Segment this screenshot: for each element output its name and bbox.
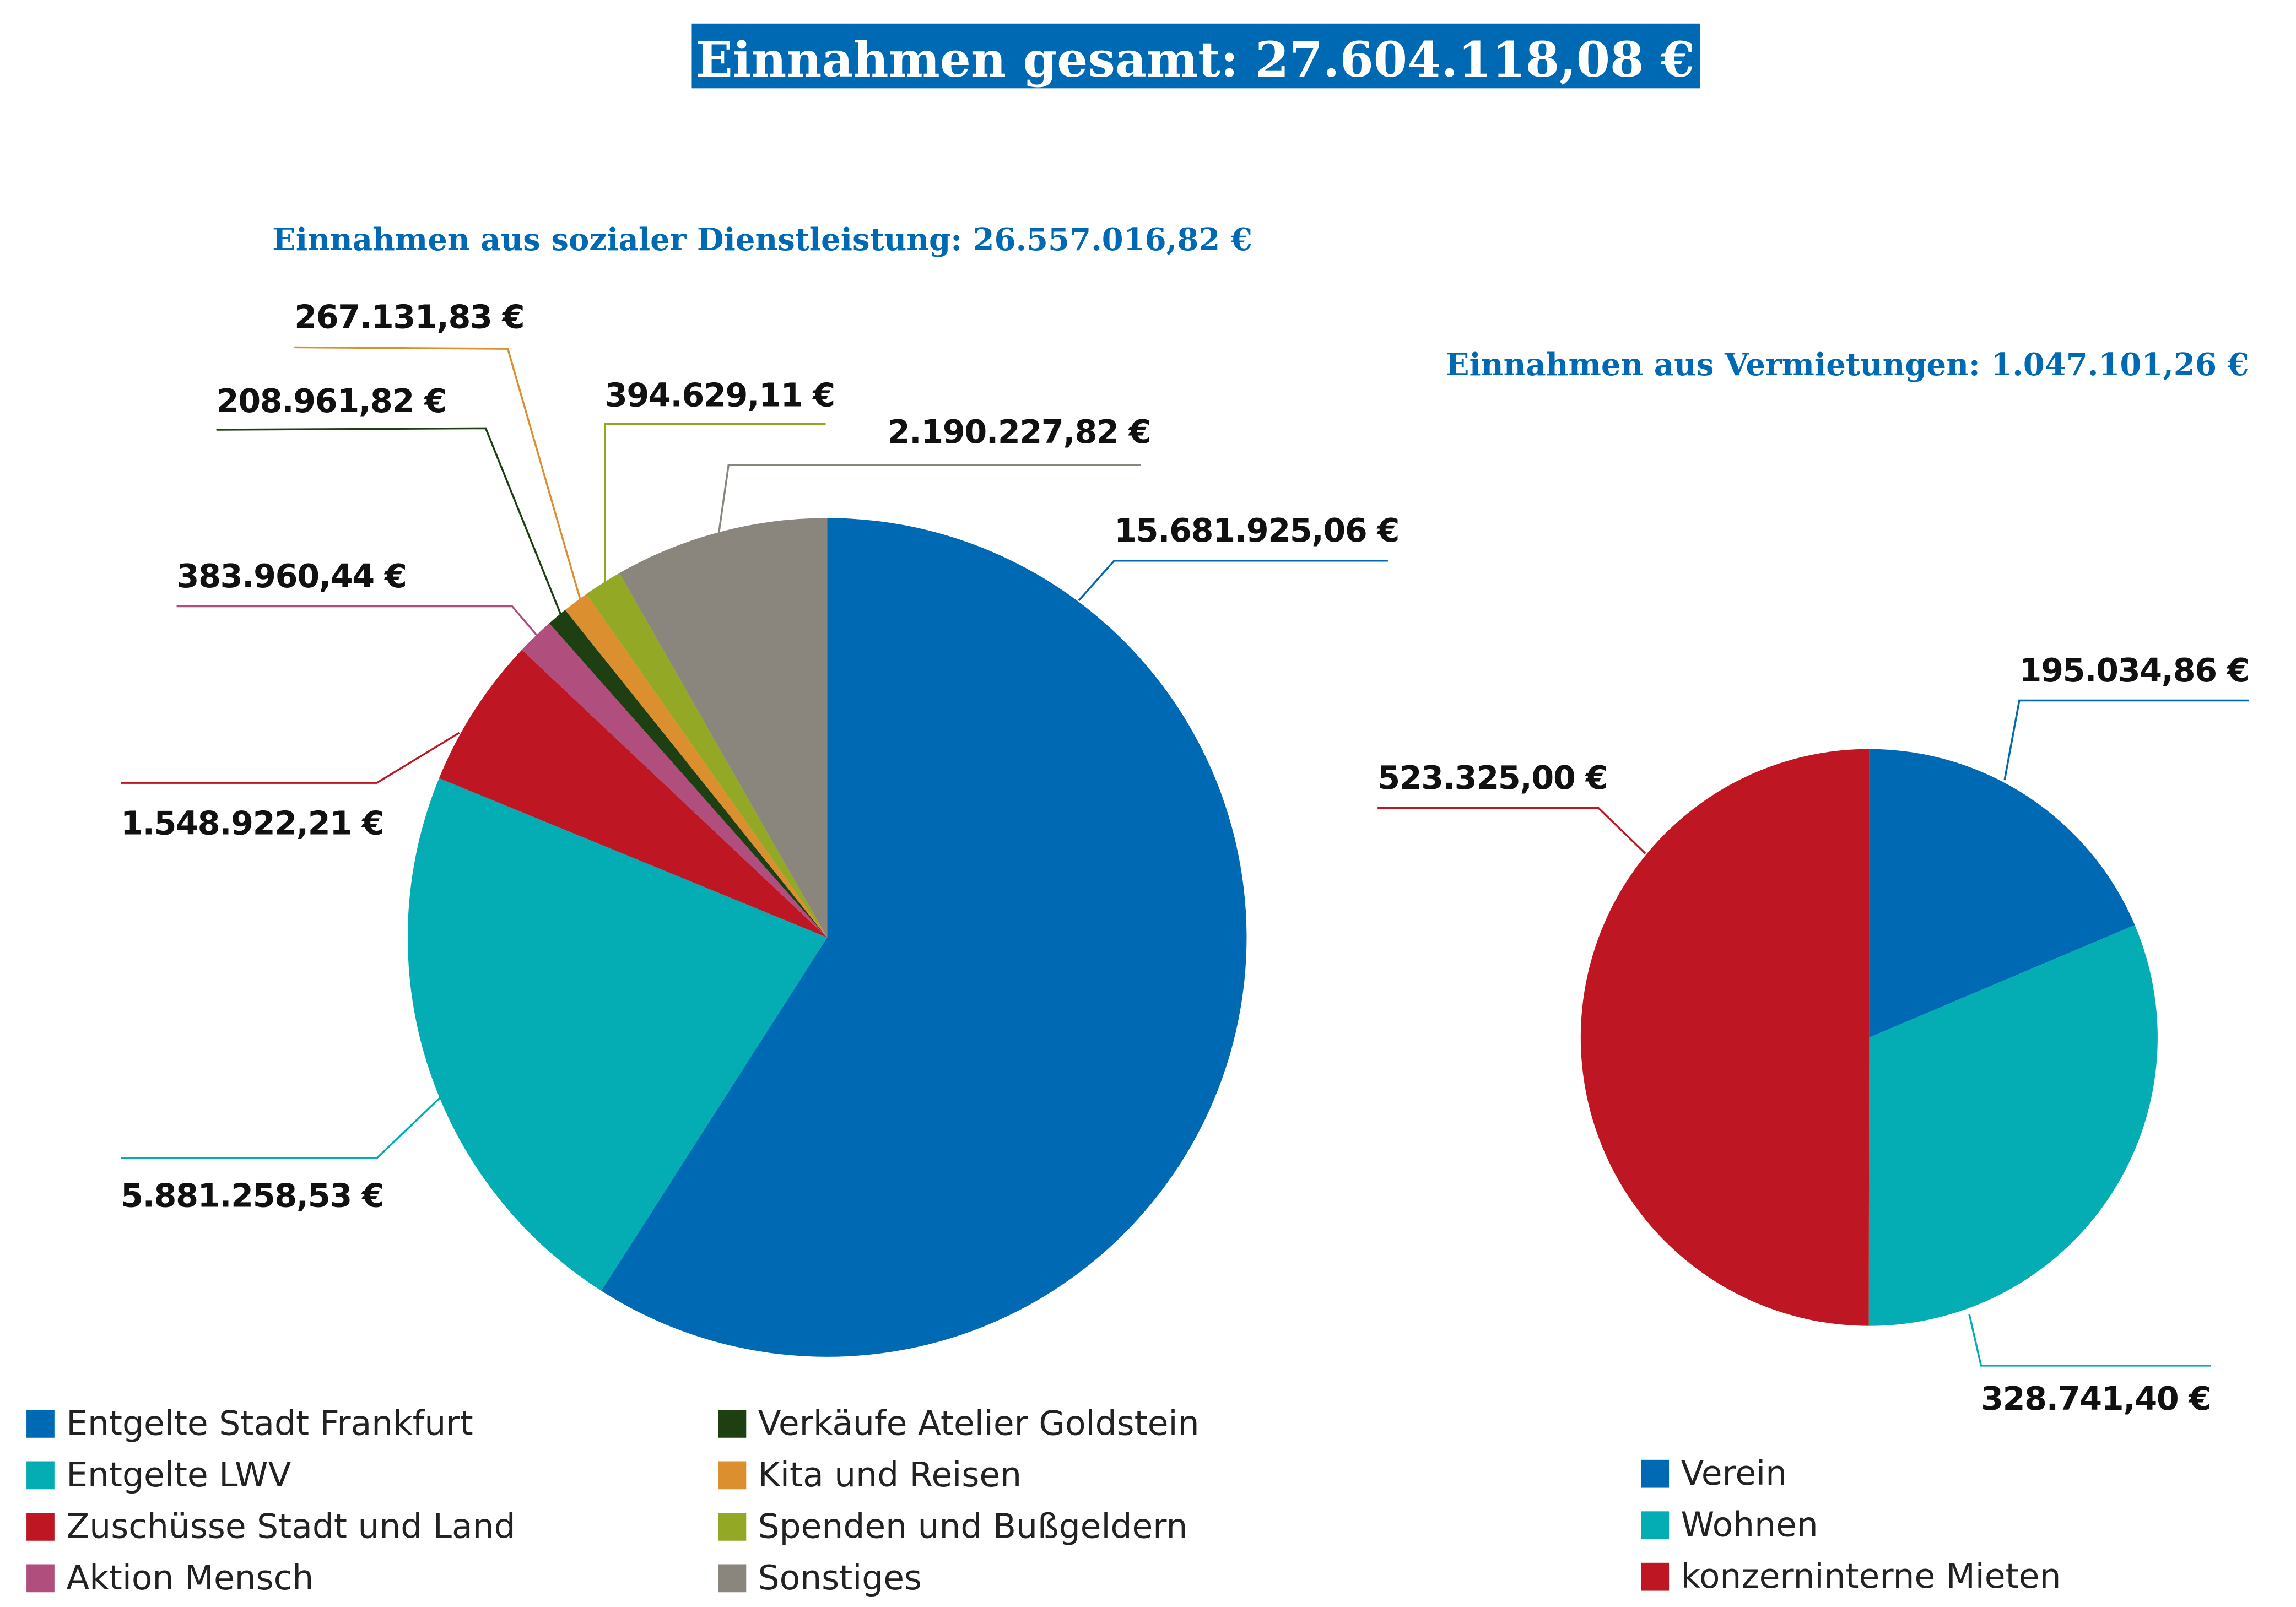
pie-slice-spenden-und-bußgeldern [586, 573, 828, 938]
main-title: Einnahmen gesamt: 27.604.118,08 € [696, 31, 1695, 88]
legend-item: Spenden und Bußgeldern [718, 1507, 1188, 1546]
data-label: 15.681.925,06 € [1114, 511, 1399, 549]
legend-item: Sonstiges [718, 1559, 922, 1598]
leader-line [717, 464, 1141, 538]
right-chart-title: Einnahmen aus Vermietungen: 1.047.101,26… [1446, 347, 2249, 383]
data-label: 1.548.922,21 € [121, 804, 384, 842]
leader-line [604, 423, 826, 589]
legend-swatch [26, 1564, 55, 1593]
legend-swatch [26, 1512, 55, 1541]
title-banner [691, 23, 1700, 89]
legend-label: Entgelte LWV [66, 1456, 291, 1495]
leader-line [121, 1095, 442, 1159]
legend-label: konzerninterne Mieten [1681, 1557, 2061, 1596]
pie-slice-verkäufe-atelier-goldstein [549, 610, 828, 938]
data-label: 195.034,86 € [2019, 651, 2249, 689]
legend-label: Wohnen [1681, 1506, 1818, 1545]
leader-line [2003, 699, 2249, 781]
legend-item: Verein [1641, 1454, 1787, 1493]
pie-slice-verein [1869, 749, 2135, 1038]
legend-item: Entgelte Stadt Frankfurt [26, 1404, 473, 1443]
data-label: 267.131,83 € [294, 298, 524, 336]
data-label: 383.960,44 € [177, 557, 407, 595]
data-label: 328.741,40 € [1981, 1379, 2211, 1417]
data-label: 394.629,11 € [605, 376, 835, 414]
pie-slice-konzerninterne-mieten [1580, 749, 1870, 1326]
pie-slice-zuschüsse-stadt-und-land [439, 650, 828, 938]
legend-label: Kita und Reisen [758, 1456, 1022, 1495]
legend-swatch [718, 1461, 747, 1490]
pie-chart-1: 15.681.925,06 € 5.881.258,53 € 1.548.922,2… [121, 298, 1400, 1357]
legend-swatch [718, 1512, 747, 1541]
leader-line [216, 427, 563, 619]
leader-line [1377, 807, 1646, 854]
legend-item: Verkäufe Atelier Goldstein [718, 1404, 1200, 1443]
legend-swatch [26, 1410, 55, 1438]
pie-slice-sonstiges [619, 518, 828, 938]
legend-label: Spenden und Bußgeldern [758, 1507, 1188, 1546]
leader-line [121, 732, 460, 784]
legend-label: Sonstiges [758, 1559, 922, 1598]
legend-swatch [1641, 1511, 1670, 1540]
leader-line [294, 346, 582, 604]
leader-line [1968, 1314, 2211, 1367]
legend-label: Verein [1681, 1454, 1787, 1493]
legend-item: Wohnen [1641, 1506, 1818, 1545]
legend-swatch [1641, 1562, 1670, 1591]
legend-label: Aktion Mensch [66, 1559, 314, 1598]
data-label: 523.325,00 € [1377, 759, 1607, 797]
data-label: 5.881.258,53 € [121, 1176, 384, 1214]
pie-slice-entgelte-lwv [407, 778, 828, 1291]
legend-swatch [718, 1564, 747, 1593]
data-label: 208.961,82 € [217, 382, 446, 420]
legend-item: Kita und Reisen [718, 1456, 1022, 1495]
legend-item: Entgelte LWV [26, 1456, 291, 1495]
left-chart-title: Einnahmen aus sozialer Dienstleistung: 2… [272, 221, 1252, 258]
pie-slice-kita-und-reisen [565, 594, 828, 938]
pie-slice-wohnen [1868, 925, 2158, 1326]
legend-swatch [718, 1410, 747, 1438]
pie-chart-2: 195.034,86 € 328.741,40 € 523.325,00 € [1377, 651, 2250, 1417]
leader-line [1078, 560, 1388, 602]
leader-line [176, 605, 538, 637]
pie-slice-entgelte-stadt-frankfurt [601, 518, 1247, 1357]
data-label: 2.190.227,82 € [888, 413, 1150, 451]
legend-item: Aktion Mensch [26, 1559, 314, 1598]
legend-label: Verkäufe Atelier Goldstein [758, 1404, 1200, 1443]
legend-label: Zuschüsse Stadt und Land [66, 1507, 515, 1546]
pie-slice-aktion-mensch [522, 623, 828, 938]
legend-swatch [1641, 1459, 1670, 1488]
legend-item: konzerninterne Mieten [1641, 1557, 2061, 1596]
legend-item: Zuschüsse Stadt und Land [26, 1507, 516, 1546]
legend-swatch [26, 1461, 55, 1490]
legend-label: Entgelte Stadt Frankfurt [66, 1404, 473, 1443]
